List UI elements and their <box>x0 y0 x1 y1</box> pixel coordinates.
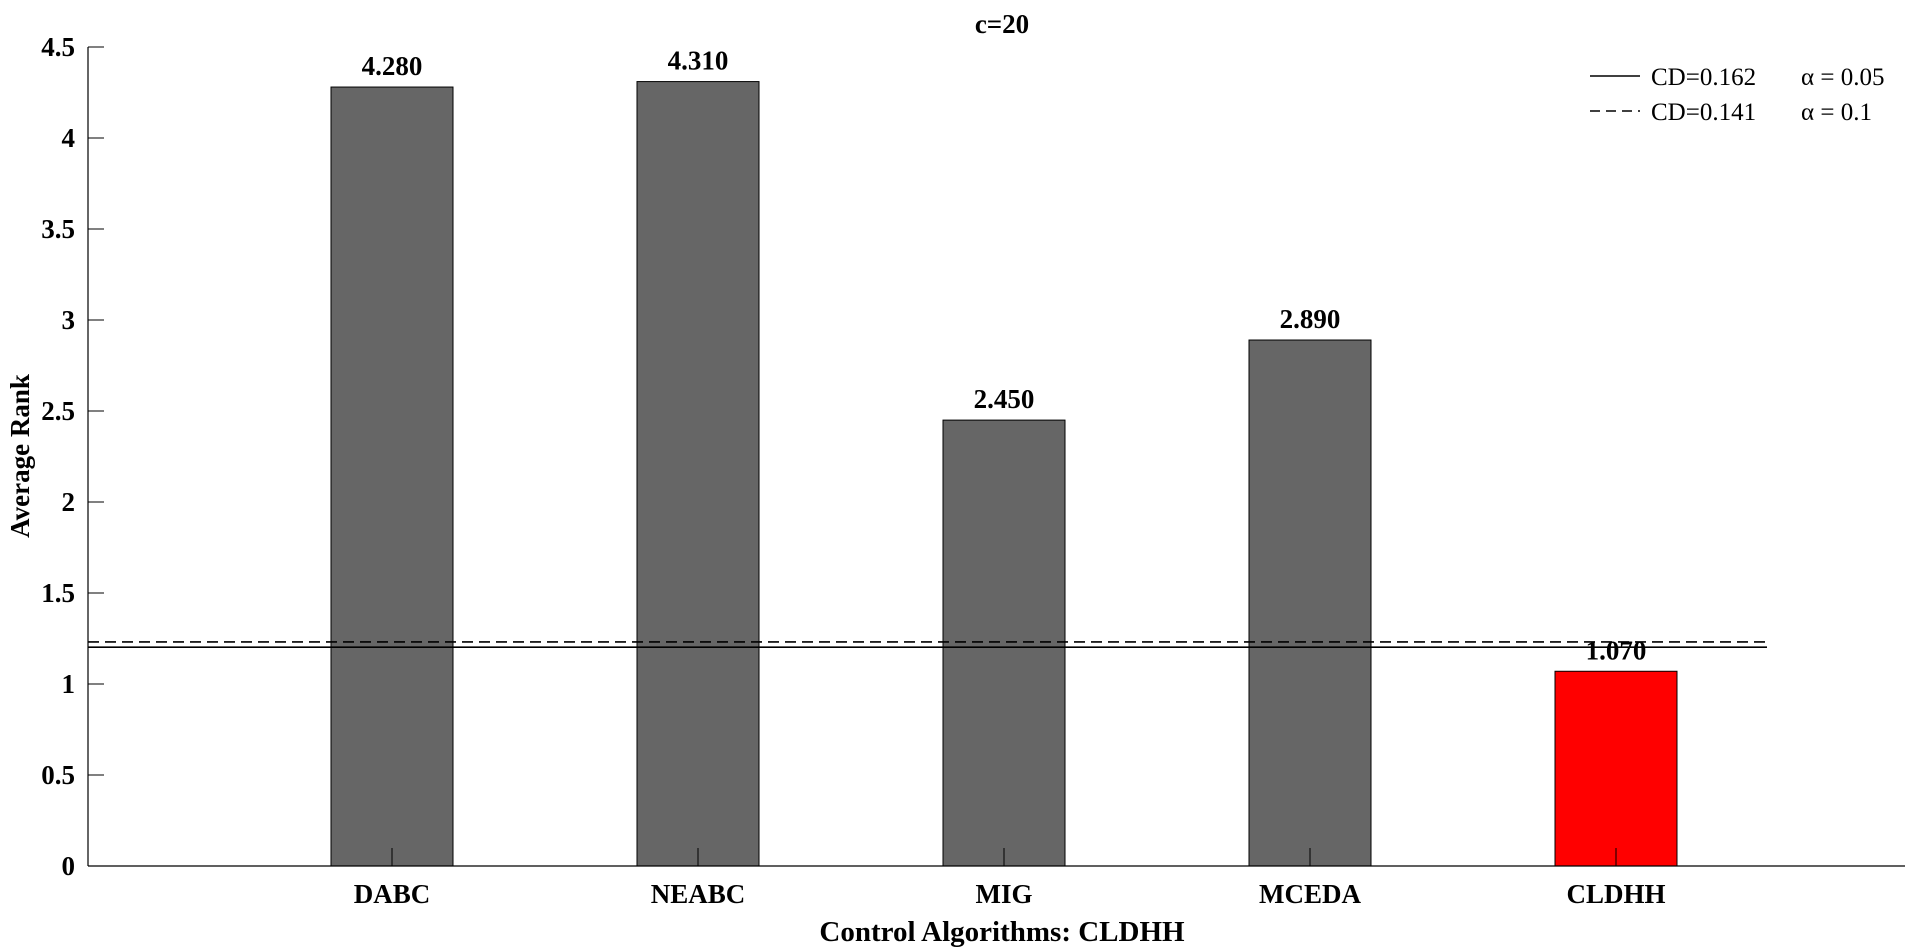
y-tick-label: 3.5 <box>41 214 75 244</box>
legend-cd-label-2: CD=0.141 <box>1651 99 1756 126</box>
y-tick-label: 4.5 <box>41 32 75 62</box>
legend-cd-label-1: CD=0.162 <box>1651 64 1756 91</box>
bar-cldhh <box>1555 671 1677 866</box>
x-tick-label-cldhh: CLDHH <box>1566 879 1665 909</box>
legend-alpha-label-2: α = 0.1 <box>1801 99 1872 126</box>
bar-mceda <box>1249 340 1371 866</box>
bar-mig <box>943 420 1065 866</box>
bar-value-label-neabc: 4.310 <box>668 46 729 76</box>
bars-group <box>331 82 1677 866</box>
chart-title: c=20 <box>975 9 1029 39</box>
bar-value-label-mig: 2.450 <box>974 384 1035 414</box>
x-tick-label-mig: MIG <box>976 879 1033 909</box>
x-tick-label-dabc: DABC <box>354 879 431 909</box>
x-axis-label: Control Algorithms: CLDHH <box>819 916 1185 948</box>
bar-dabc <box>331 87 453 866</box>
y-tick-label: 0.5 <box>41 760 75 790</box>
y-tick-label: 1 <box>62 669 76 699</box>
y-tick-label: 3 <box>62 305 76 335</box>
bar-value-label-dabc: 4.280 <box>362 51 423 81</box>
y-axis-ticks: 0 0.5 1 1.5 2 2.5 3 3.5 4 4.5 <box>41 32 104 881</box>
y-tick-label: 2 <box>62 487 76 517</box>
bar-neabc <box>637 82 759 866</box>
legend-alpha-label-1: α = 0.05 <box>1801 64 1884 91</box>
y-tick-label: 0 <box>62 851 76 881</box>
bar-value-label-cldhh: 1.070 <box>1586 635 1647 665</box>
bar-value-label-mceda: 2.890 <box>1280 304 1341 334</box>
legend: CD=0.162 α = 0.05 CD=0.141 α = 0.1 <box>1590 64 1884 126</box>
x-tick-label-mceda: MCEDA <box>1259 879 1361 909</box>
y-axis-label: Average Rank <box>5 374 35 538</box>
y-tick-label: 1.5 <box>41 578 75 608</box>
y-tick-label: 2.5 <box>41 396 75 426</box>
x-tick-label-neabc: NEABC <box>651 879 746 909</box>
y-tick-label: 4 <box>62 123 76 153</box>
